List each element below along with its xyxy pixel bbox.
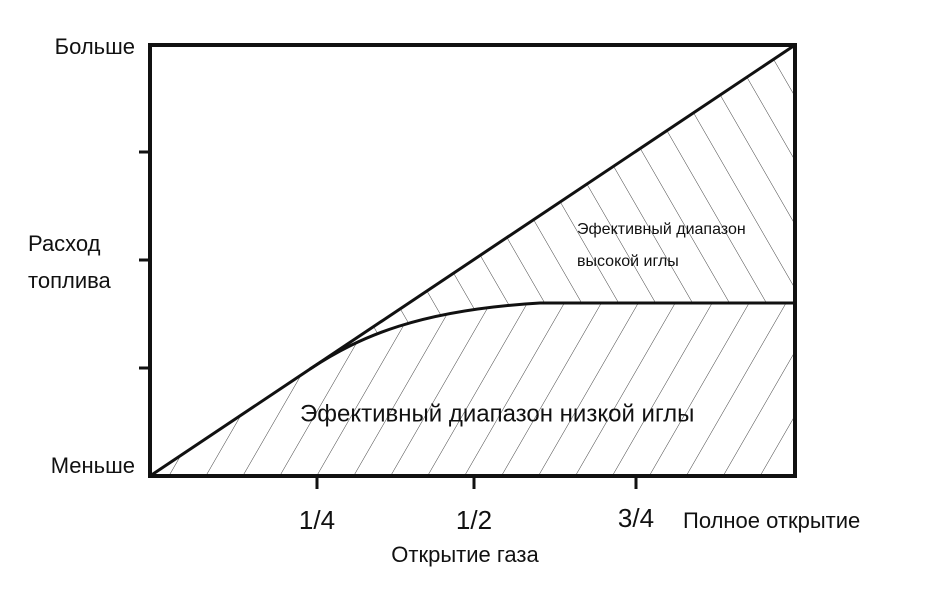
low-region-label: Эфективный диапазон низкой иглы bbox=[300, 400, 694, 427]
x-end-label: Полное открытие bbox=[683, 508, 860, 533]
diagonal-line bbox=[149, 43, 796, 478]
low-needle-curve bbox=[309, 301, 795, 371]
y-top-label: Больше bbox=[55, 34, 135, 59]
x-tick-label: 3/4 bbox=[618, 503, 654, 533]
y-axis-label: Расход bbox=[28, 231, 101, 256]
x-tick-label: 1/2 bbox=[456, 505, 492, 535]
y-ticks bbox=[139, 150, 638, 489]
x-axis-title: Открытие газа bbox=[391, 542, 539, 567]
high-region-label: Эфективный диапазон bbox=[577, 221, 746, 238]
low-region-hatch bbox=[150, 303, 795, 476]
x-tick-label: 1/4 bbox=[299, 505, 335, 535]
y-bottom-label: Меньше bbox=[51, 453, 135, 478]
y-axis-label: топлива bbox=[28, 268, 112, 293]
high-region-label: высокой иглы bbox=[577, 253, 679, 270]
